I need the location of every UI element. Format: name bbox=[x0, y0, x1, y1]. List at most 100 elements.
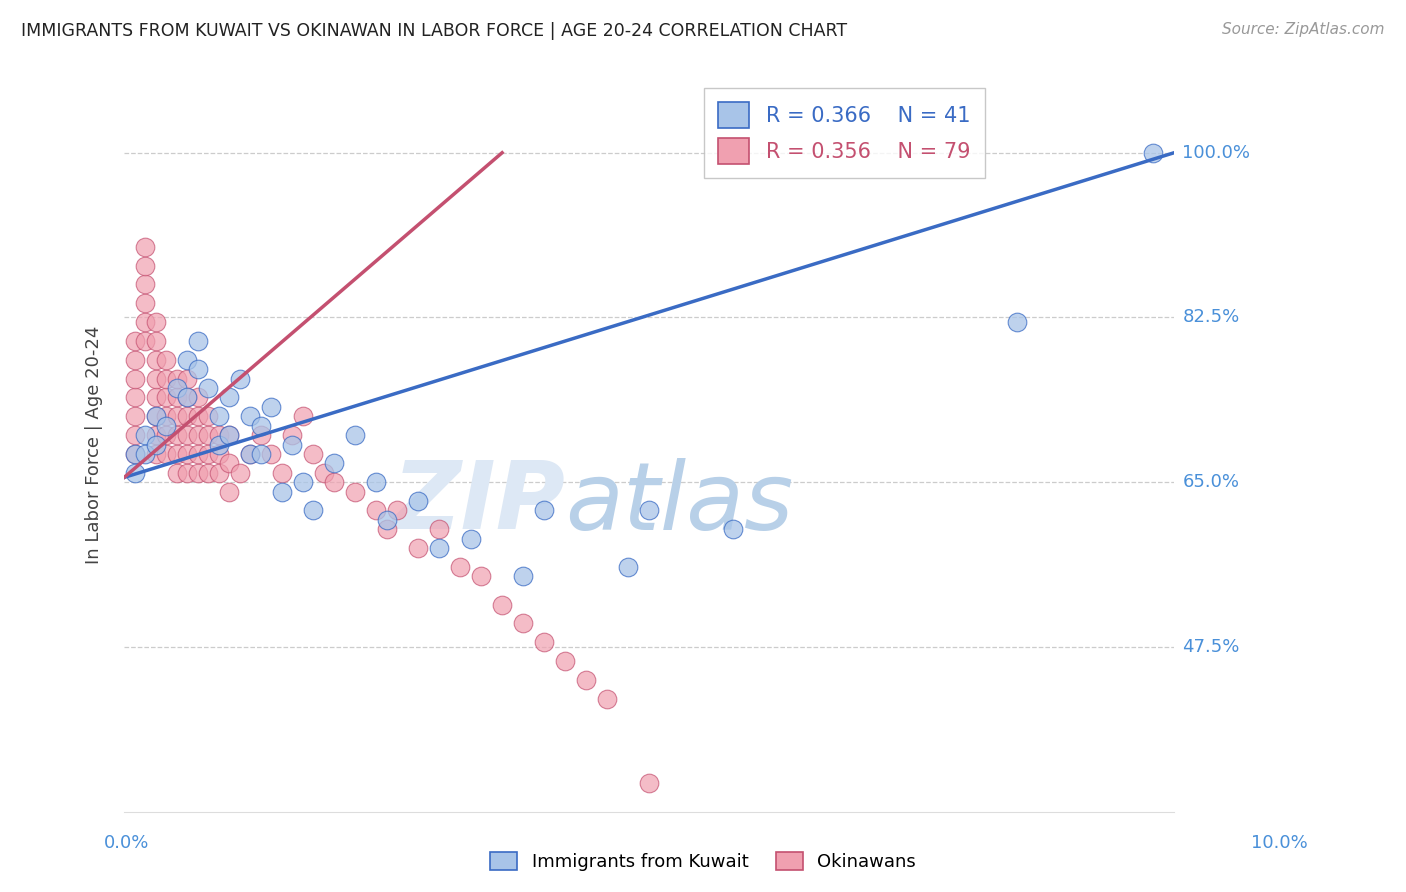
Point bbox=[260, 447, 283, 461]
Point bbox=[176, 371, 198, 385]
Point bbox=[155, 428, 177, 442]
Point bbox=[239, 409, 262, 424]
Point bbox=[470, 569, 492, 583]
Point bbox=[375, 513, 398, 527]
Point bbox=[323, 475, 346, 490]
Point bbox=[176, 447, 198, 461]
Point bbox=[228, 371, 250, 385]
Text: 100.0%: 100.0% bbox=[1182, 144, 1250, 161]
Point bbox=[166, 428, 188, 442]
Point bbox=[533, 503, 555, 517]
Point bbox=[134, 428, 156, 442]
Point bbox=[166, 371, 188, 385]
Legend: Immigrants from Kuwait, Okinawans: Immigrants from Kuwait, Okinawans bbox=[482, 845, 924, 879]
Point bbox=[218, 484, 240, 499]
Point bbox=[239, 447, 262, 461]
Point bbox=[155, 409, 177, 424]
Text: ZIP: ZIP bbox=[392, 458, 565, 549]
Point bbox=[281, 437, 304, 451]
Point bbox=[197, 381, 219, 395]
Point bbox=[145, 352, 167, 367]
Point bbox=[134, 296, 156, 310]
Point bbox=[291, 475, 314, 490]
Point bbox=[124, 428, 146, 442]
Point bbox=[460, 532, 482, 546]
Point bbox=[218, 428, 240, 442]
Point bbox=[281, 428, 304, 442]
Point bbox=[207, 447, 229, 461]
Point bbox=[166, 381, 188, 395]
Text: Source: ZipAtlas.com: Source: ZipAtlas.com bbox=[1222, 22, 1385, 37]
Point bbox=[145, 409, 167, 424]
Point bbox=[575, 673, 598, 687]
Point bbox=[145, 315, 167, 329]
Point bbox=[366, 475, 388, 490]
Point bbox=[249, 428, 271, 442]
Point bbox=[207, 409, 229, 424]
Point bbox=[134, 334, 156, 348]
Point bbox=[197, 409, 219, 424]
Point bbox=[449, 559, 471, 574]
Point bbox=[1005, 315, 1028, 329]
Point bbox=[218, 428, 240, 442]
Point bbox=[375, 522, 398, 536]
Point bbox=[187, 409, 209, 424]
Point bbox=[134, 259, 156, 273]
Point bbox=[427, 522, 450, 536]
Point bbox=[145, 428, 167, 442]
Point bbox=[1142, 145, 1164, 160]
Point bbox=[638, 776, 661, 790]
Point bbox=[197, 447, 219, 461]
Point bbox=[218, 391, 240, 405]
Point bbox=[124, 391, 146, 405]
Point bbox=[218, 456, 240, 470]
Point bbox=[145, 334, 167, 348]
Point bbox=[533, 635, 555, 649]
Point bbox=[187, 362, 209, 376]
Point bbox=[124, 409, 146, 424]
Point bbox=[617, 559, 640, 574]
Point bbox=[145, 447, 167, 461]
Point bbox=[197, 466, 219, 480]
Point bbox=[228, 466, 250, 480]
Point bbox=[145, 409, 167, 424]
Point bbox=[155, 371, 177, 385]
Point bbox=[207, 437, 229, 451]
Point bbox=[323, 456, 346, 470]
Point bbox=[166, 447, 188, 461]
Text: 10.0%: 10.0% bbox=[1251, 834, 1308, 852]
Point bbox=[312, 466, 335, 480]
Y-axis label: In Labor Force | Age 20-24: In Labor Force | Age 20-24 bbox=[86, 326, 103, 564]
Point bbox=[124, 466, 146, 480]
Point bbox=[366, 503, 388, 517]
Point bbox=[187, 334, 209, 348]
Point bbox=[512, 569, 534, 583]
Point bbox=[491, 598, 513, 612]
Point bbox=[176, 428, 198, 442]
Point bbox=[427, 541, 450, 555]
Point bbox=[166, 466, 188, 480]
Point bbox=[155, 418, 177, 433]
Point bbox=[249, 418, 271, 433]
Point bbox=[291, 409, 314, 424]
Text: 0.0%: 0.0% bbox=[104, 834, 149, 852]
Point bbox=[176, 391, 198, 405]
Point bbox=[134, 447, 156, 461]
Point bbox=[721, 522, 744, 536]
Point bbox=[344, 428, 367, 442]
Point bbox=[176, 352, 198, 367]
Point bbox=[145, 371, 167, 385]
Point bbox=[124, 371, 146, 385]
Point bbox=[145, 391, 167, 405]
Point bbox=[187, 447, 209, 461]
Point bbox=[302, 447, 325, 461]
Point bbox=[554, 654, 576, 668]
Point bbox=[596, 691, 619, 706]
Point bbox=[239, 447, 262, 461]
Point bbox=[176, 466, 198, 480]
Point bbox=[385, 503, 408, 517]
Point bbox=[270, 484, 292, 499]
Point bbox=[207, 466, 229, 480]
Point bbox=[124, 447, 146, 461]
Point bbox=[270, 466, 292, 480]
